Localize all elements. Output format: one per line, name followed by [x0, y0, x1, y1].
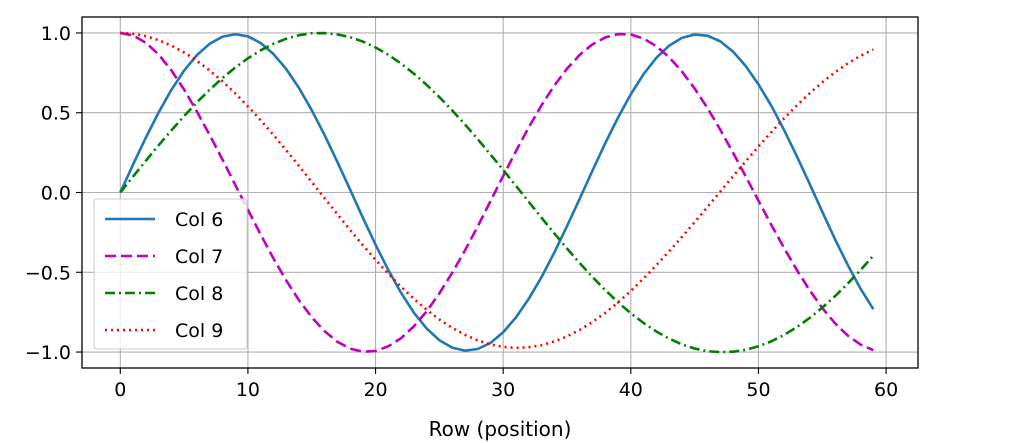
series-line-col-6 — [119, 32, 875, 352]
y-tick-label: 0.5 — [41, 103, 71, 125]
x-tick-label: 40 — [619, 379, 643, 401]
x-tick-label: 50 — [746, 379, 770, 401]
series-line-col-9 — [120, 31, 874, 350]
legend-label: Col 6 — [175, 209, 223, 231]
legend-label: Col 7 — [175, 246, 223, 268]
y-tick-label: 0.0 — [41, 183, 71, 205]
legend: Col 6 Col 7 Col 8 Col 9 — [93, 198, 248, 350]
x-tick-label: 60 — [874, 379, 898, 401]
x-tick-label: 0 — [114, 379, 126, 401]
legend-label: Col 8 — [175, 283, 223, 305]
series-line-col-8 — [119, 31, 875, 354]
series-line-col-7 — [120, 31, 874, 354]
x-tick-label: 10 — [236, 379, 260, 401]
series-lines — [119, 31, 875, 354]
legend-box — [93, 198, 248, 350]
y-tick-label: −1.0 — [25, 342, 71, 364]
axis-ticks: 0 10 20 30 40 50 60 1.0 0.5 0.0 −0.5 −1.0 — [25, 23, 898, 401]
y-tick-label: 1.0 — [41, 23, 71, 45]
y-tick-label: −0.5 — [25, 262, 71, 284]
legend-label: Col 9 — [175, 320, 223, 342]
x-axis-label: Row (position) — [429, 417, 572, 441]
x-tick-label: 20 — [363, 379, 387, 401]
x-tick-label: 30 — [491, 379, 515, 401]
